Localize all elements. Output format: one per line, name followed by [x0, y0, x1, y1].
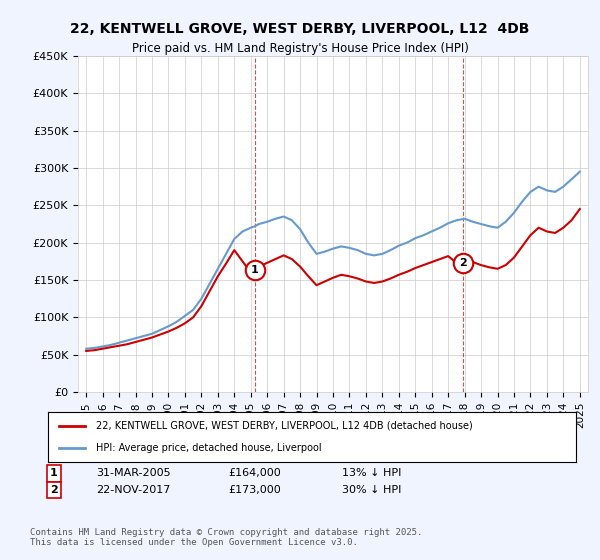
Text: £173,000: £173,000: [228, 485, 281, 495]
Text: 1: 1: [251, 264, 259, 274]
Text: Contains HM Land Registry data © Crown copyright and database right 2025.
This d: Contains HM Land Registry data © Crown c…: [30, 528, 422, 547]
Text: 22, KENTWELL GROVE, WEST DERBY, LIVERPOOL, L12  4DB: 22, KENTWELL GROVE, WEST DERBY, LIVERPOO…: [70, 22, 530, 36]
Text: 1: 1: [50, 468, 58, 478]
Text: 2: 2: [50, 485, 58, 495]
Text: 30% ↓ HPI: 30% ↓ HPI: [342, 485, 401, 495]
Text: 13% ↓ HPI: 13% ↓ HPI: [342, 468, 401, 478]
Text: 31-MAR-2005: 31-MAR-2005: [96, 468, 170, 478]
Text: 22-NOV-2017: 22-NOV-2017: [96, 485, 170, 495]
Text: 2: 2: [459, 258, 467, 268]
Text: £164,000: £164,000: [228, 468, 281, 478]
Text: 22, KENTWELL GROVE, WEST DERBY, LIVERPOOL, L12 4DB (detached house): 22, KENTWELL GROVE, WEST DERBY, LIVERPOO…: [95, 421, 472, 431]
Text: HPI: Average price, detached house, Liverpool: HPI: Average price, detached house, Live…: [95, 443, 321, 453]
Text: Price paid vs. HM Land Registry's House Price Index (HPI): Price paid vs. HM Land Registry's House …: [131, 42, 469, 55]
